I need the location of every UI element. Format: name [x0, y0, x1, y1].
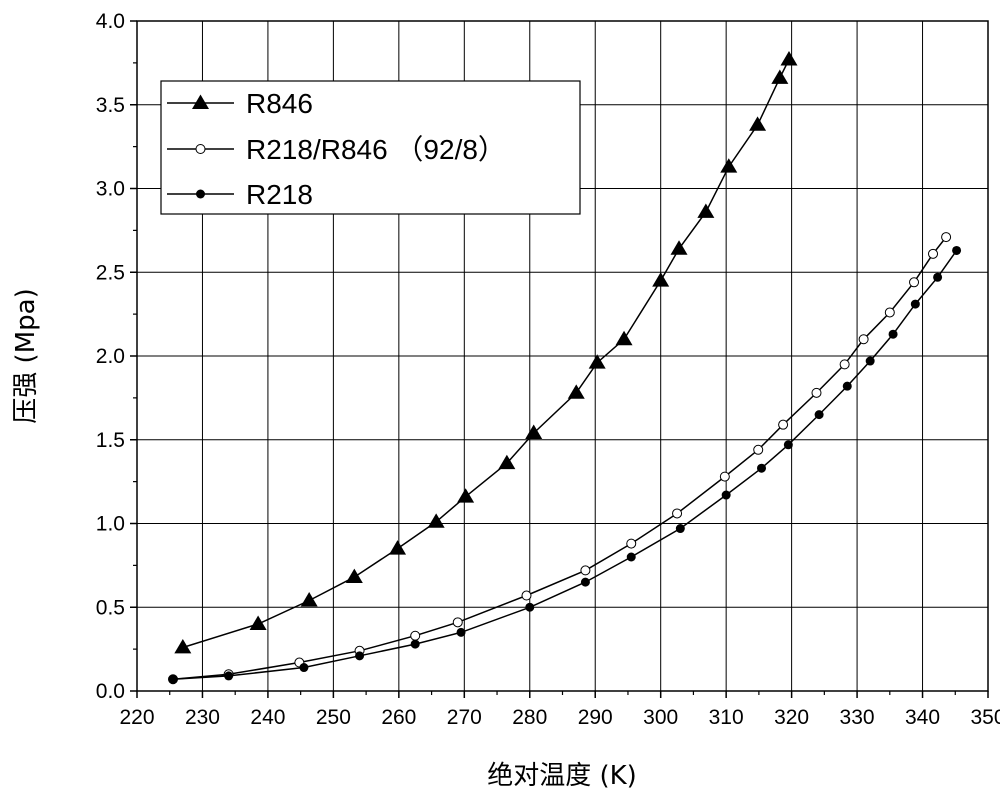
legend-marker [195, 144, 206, 154]
y-tick-label: 1.0 [96, 513, 125, 536]
data-point [757, 463, 767, 473]
data-point [884, 307, 895, 318]
data-point [675, 524, 685, 534]
y-tick-label: 3.0 [96, 178, 125, 201]
data-point [933, 272, 943, 282]
legend-item-r218-r846-mix: R218/R846 （92/8） [167, 134, 506, 165]
data-point [525, 424, 543, 439]
data-point [224, 671, 234, 681]
data-point [345, 568, 363, 584]
data-point [952, 245, 962, 255]
data-point [858, 334, 869, 345]
legend-marker [192, 94, 209, 109]
data-point [783, 440, 793, 450]
x-tick-label: 220 [119, 706, 154, 729]
data-point [299, 663, 309, 673]
data-point [626, 552, 636, 562]
data-point [652, 272, 670, 287]
data-point [389, 540, 407, 555]
data-point [456, 627, 466, 637]
x-tick-labels: 220 230 240 250 260 270 280 290 300 310 320 330 340 3… [119, 706, 1000, 729]
y-tick-label: 2.5 [96, 261, 125, 284]
legend-item-r218: R218 [167, 179, 313, 210]
x-tick-label: 230 [185, 706, 220, 729]
y-tick-label: 2.0 [96, 345, 125, 368]
data-point [778, 419, 789, 430]
data-point [521, 590, 532, 601]
data-point [941, 232, 952, 243]
data-point [928, 248, 939, 259]
legend-item-r846: R846 [167, 88, 313, 119]
x-tick-label: 310 [709, 706, 744, 729]
y-tick-label: 0.0 [96, 680, 125, 703]
y-axis-title: 压强 (Mpa) [11, 288, 41, 423]
x-tick-label: 280 [512, 706, 547, 729]
x-tick-label: 250 [316, 706, 351, 729]
series-layer [168, 51, 962, 685]
data-point [174, 638, 192, 654]
data-point [249, 615, 267, 630]
x-tick-label: 320 [774, 706, 809, 729]
data-point [839, 359, 850, 370]
data-point [626, 538, 637, 549]
data-point [498, 454, 516, 470]
legend-label: R218/R846 （92/8） [246, 134, 506, 165]
series-r846 [174, 51, 798, 654]
data-point [909, 277, 920, 288]
x-tick-label: 300 [643, 706, 678, 729]
data-point [168, 674, 178, 684]
series-line [172, 236, 947, 681]
data-point [753, 444, 764, 455]
data-point [588, 354, 606, 369]
data-point [300, 592, 318, 607]
data-point [457, 488, 475, 503]
data-point [452, 617, 463, 628]
data-point [525, 602, 535, 612]
x-tick-label: 340 [905, 706, 940, 729]
data-point [910, 299, 920, 309]
data-point [355, 651, 365, 661]
y-tick-label: 4.0 [96, 10, 125, 33]
data-point [814, 410, 824, 420]
x-tick-label: 350 [970, 706, 1000, 729]
data-point [811, 387, 822, 398]
data-point [580, 565, 591, 576]
x-tick-label: 240 [250, 706, 285, 729]
data-point [410, 630, 421, 641]
data-point [780, 51, 798, 66]
legend-label: R846 [246, 88, 313, 119]
data-point [749, 116, 767, 131]
x-tick-label: 270 [447, 706, 482, 729]
x-tick-label: 330 [840, 706, 875, 729]
legend-label: R218 [246, 179, 313, 210]
y-tick-label: 1.5 [96, 429, 125, 452]
data-point [842, 381, 852, 391]
y-tick-label: 3.5 [96, 94, 125, 117]
data-point [410, 639, 420, 649]
data-point [427, 513, 445, 528]
x-axis-title: 绝对温度 (K) [487, 761, 637, 791]
x-tick-label: 290 [578, 706, 613, 729]
data-point [567, 384, 585, 399]
data-point [580, 577, 590, 587]
y-tick-labels: 0.0 0.5 1.0 1.5 2.0 2.5 3.0 3.5 4.0 [96, 10, 125, 703]
data-point [672, 508, 683, 519]
data-point [720, 158, 738, 173]
data-point [721, 490, 731, 500]
data-point [719, 471, 730, 482]
data-point [888, 329, 898, 339]
data-point [771, 69, 789, 84]
data-point [697, 203, 715, 218]
y-tick-label: 0.5 [96, 596, 125, 619]
axis-ticks [130, 20, 989, 698]
legend: R846 R218/R846 （92/8） R218 [160, 80, 581, 215]
data-point [865, 356, 875, 366]
x-tick-label: 260 [381, 706, 416, 729]
data-point [615, 330, 633, 346]
legend-marker [196, 189, 205, 199]
data-point [670, 240, 688, 255]
series-r218 [168, 245, 962, 684]
series-line [172, 250, 958, 681]
